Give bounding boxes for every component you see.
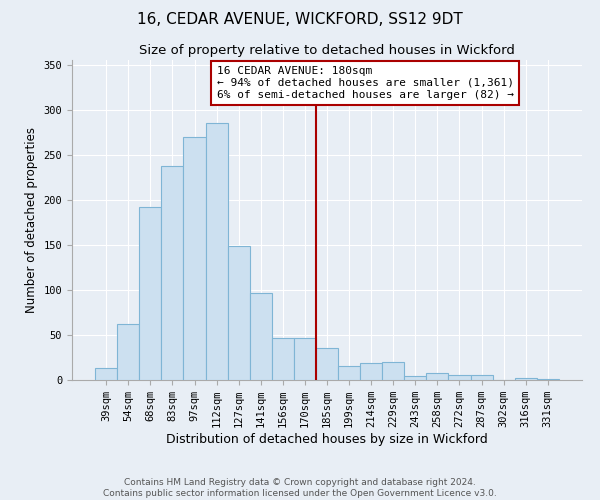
Bar [470, 376, 493, 380]
Bar [117, 324, 139, 380]
Bar [294, 338, 316, 380]
Bar [206, 123, 227, 380]
Bar [360, 363, 382, 380]
Bar [139, 207, 161, 380]
Bar [382, 362, 404, 380]
Y-axis label: Number of detached properties: Number of detached properties [25, 127, 38, 313]
Bar [404, 376, 427, 380]
Bar [272, 338, 294, 380]
Text: Contains HM Land Registry data © Crown copyright and database right 2024.
Contai: Contains HM Land Registry data © Crown c… [103, 478, 497, 498]
Text: 16 CEDAR AVENUE: 180sqm
← 94% of detached houses are smaller (1,361)
6% of semi-: 16 CEDAR AVENUE: 180sqm ← 94% of detache… [217, 66, 514, 100]
Bar [184, 136, 206, 380]
Bar [448, 376, 470, 380]
Bar [250, 294, 272, 380]
Bar [515, 378, 537, 380]
Bar [537, 379, 559, 380]
Bar [95, 368, 117, 380]
Text: 16, CEDAR AVENUE, WICKFORD, SS12 9DT: 16, CEDAR AVENUE, WICKFORD, SS12 9DT [137, 12, 463, 28]
Bar [227, 246, 250, 380]
Bar [338, 366, 360, 380]
X-axis label: Distribution of detached houses by size in Wickford: Distribution of detached houses by size … [166, 433, 488, 446]
Bar [427, 373, 448, 380]
Title: Size of property relative to detached houses in Wickford: Size of property relative to detached ho… [139, 44, 515, 58]
Bar [316, 348, 338, 380]
Bar [161, 166, 184, 380]
